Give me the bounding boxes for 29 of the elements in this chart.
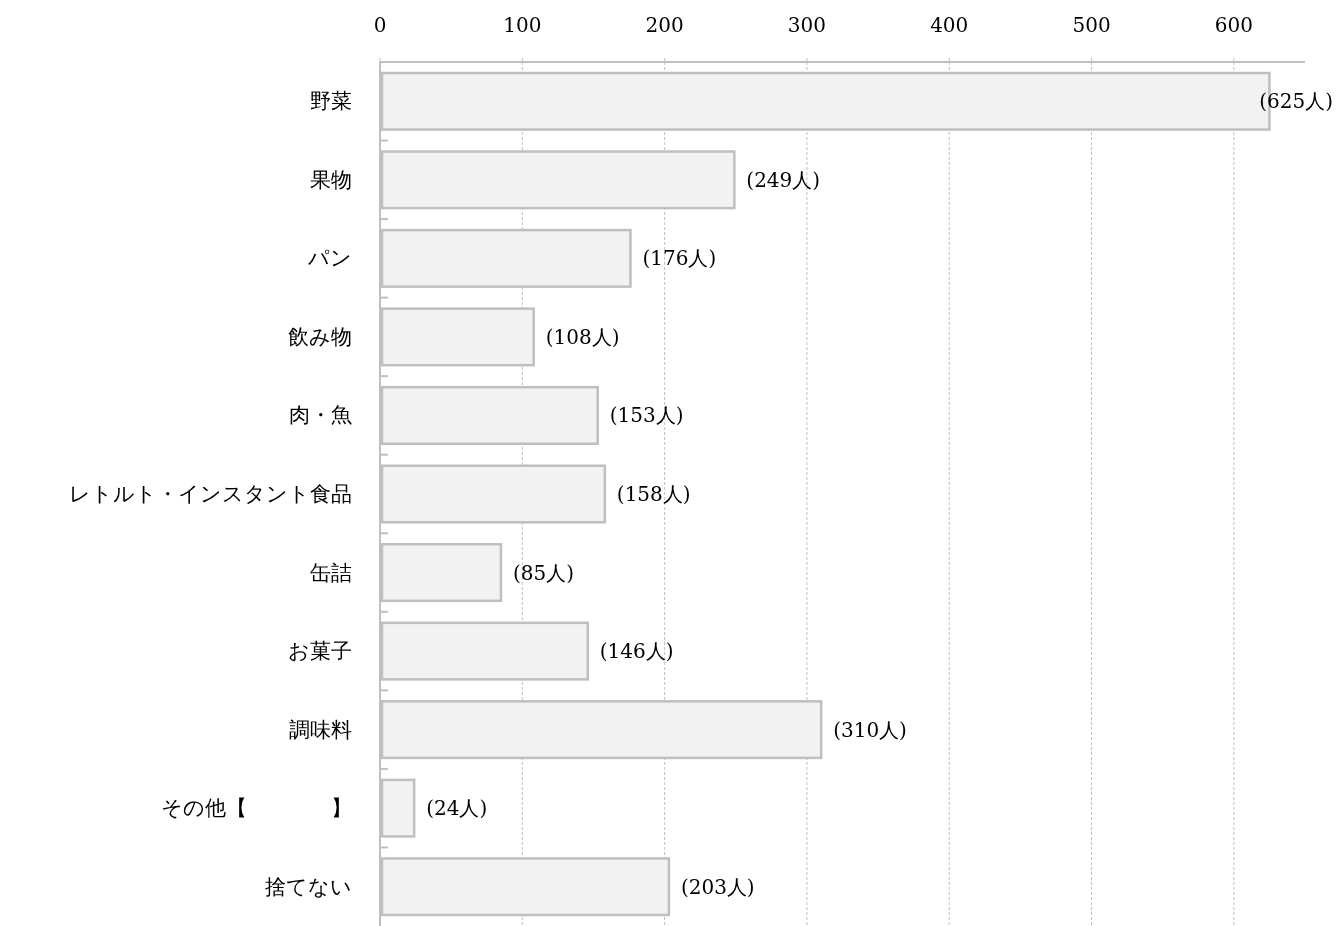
- x-tick-label: 200: [645, 13, 684, 37]
- x-tick-label: 300: [787, 13, 827, 37]
- y-tick-label: 肉・魚: [289, 403, 352, 428]
- x-tick-label: 500: [1072, 13, 1111, 37]
- data-label: (153人): [609, 403, 684, 428]
- y-tick-label: 果物: [310, 167, 352, 192]
- data-label: (85人): [512, 560, 575, 585]
- x-tick-label: 100: [503, 13, 542, 37]
- data-label: (24人): [426, 796, 488, 821]
- x-tick-label: 0: [373, 13, 387, 37]
- data-label: (146人): [599, 639, 674, 664]
- y-tick-label: パン: [307, 246, 352, 271]
- y-tick-label: 缶詰: [310, 560, 352, 585]
- data-label: (203人): [680, 874, 755, 899]
- data-label: (176人): [642, 246, 717, 271]
- x-tick-label: 400: [930, 13, 969, 37]
- data-label: (625人): [1259, 89, 1333, 114]
- y-tick-label: 野菜: [310, 89, 352, 114]
- data-label: (108人): [545, 324, 620, 349]
- y-tick-label: 捨てない: [265, 874, 352, 899]
- y-tick-label: その他【 】: [161, 796, 352, 821]
- data-label: (310人): [833, 717, 907, 742]
- data-label: (249人): [746, 167, 821, 192]
- x-tick-label: 600: [1214, 13, 1253, 37]
- data-label: (158人): [616, 482, 691, 506]
- y-tick-label: お菓子: [288, 639, 352, 664]
- y-tick-label: レトルト・インスタント食品: [69, 482, 352, 506]
- y-tick-label: 調味料: [289, 717, 352, 742]
- y-tick-label: 飲み物: [288, 324, 352, 349]
